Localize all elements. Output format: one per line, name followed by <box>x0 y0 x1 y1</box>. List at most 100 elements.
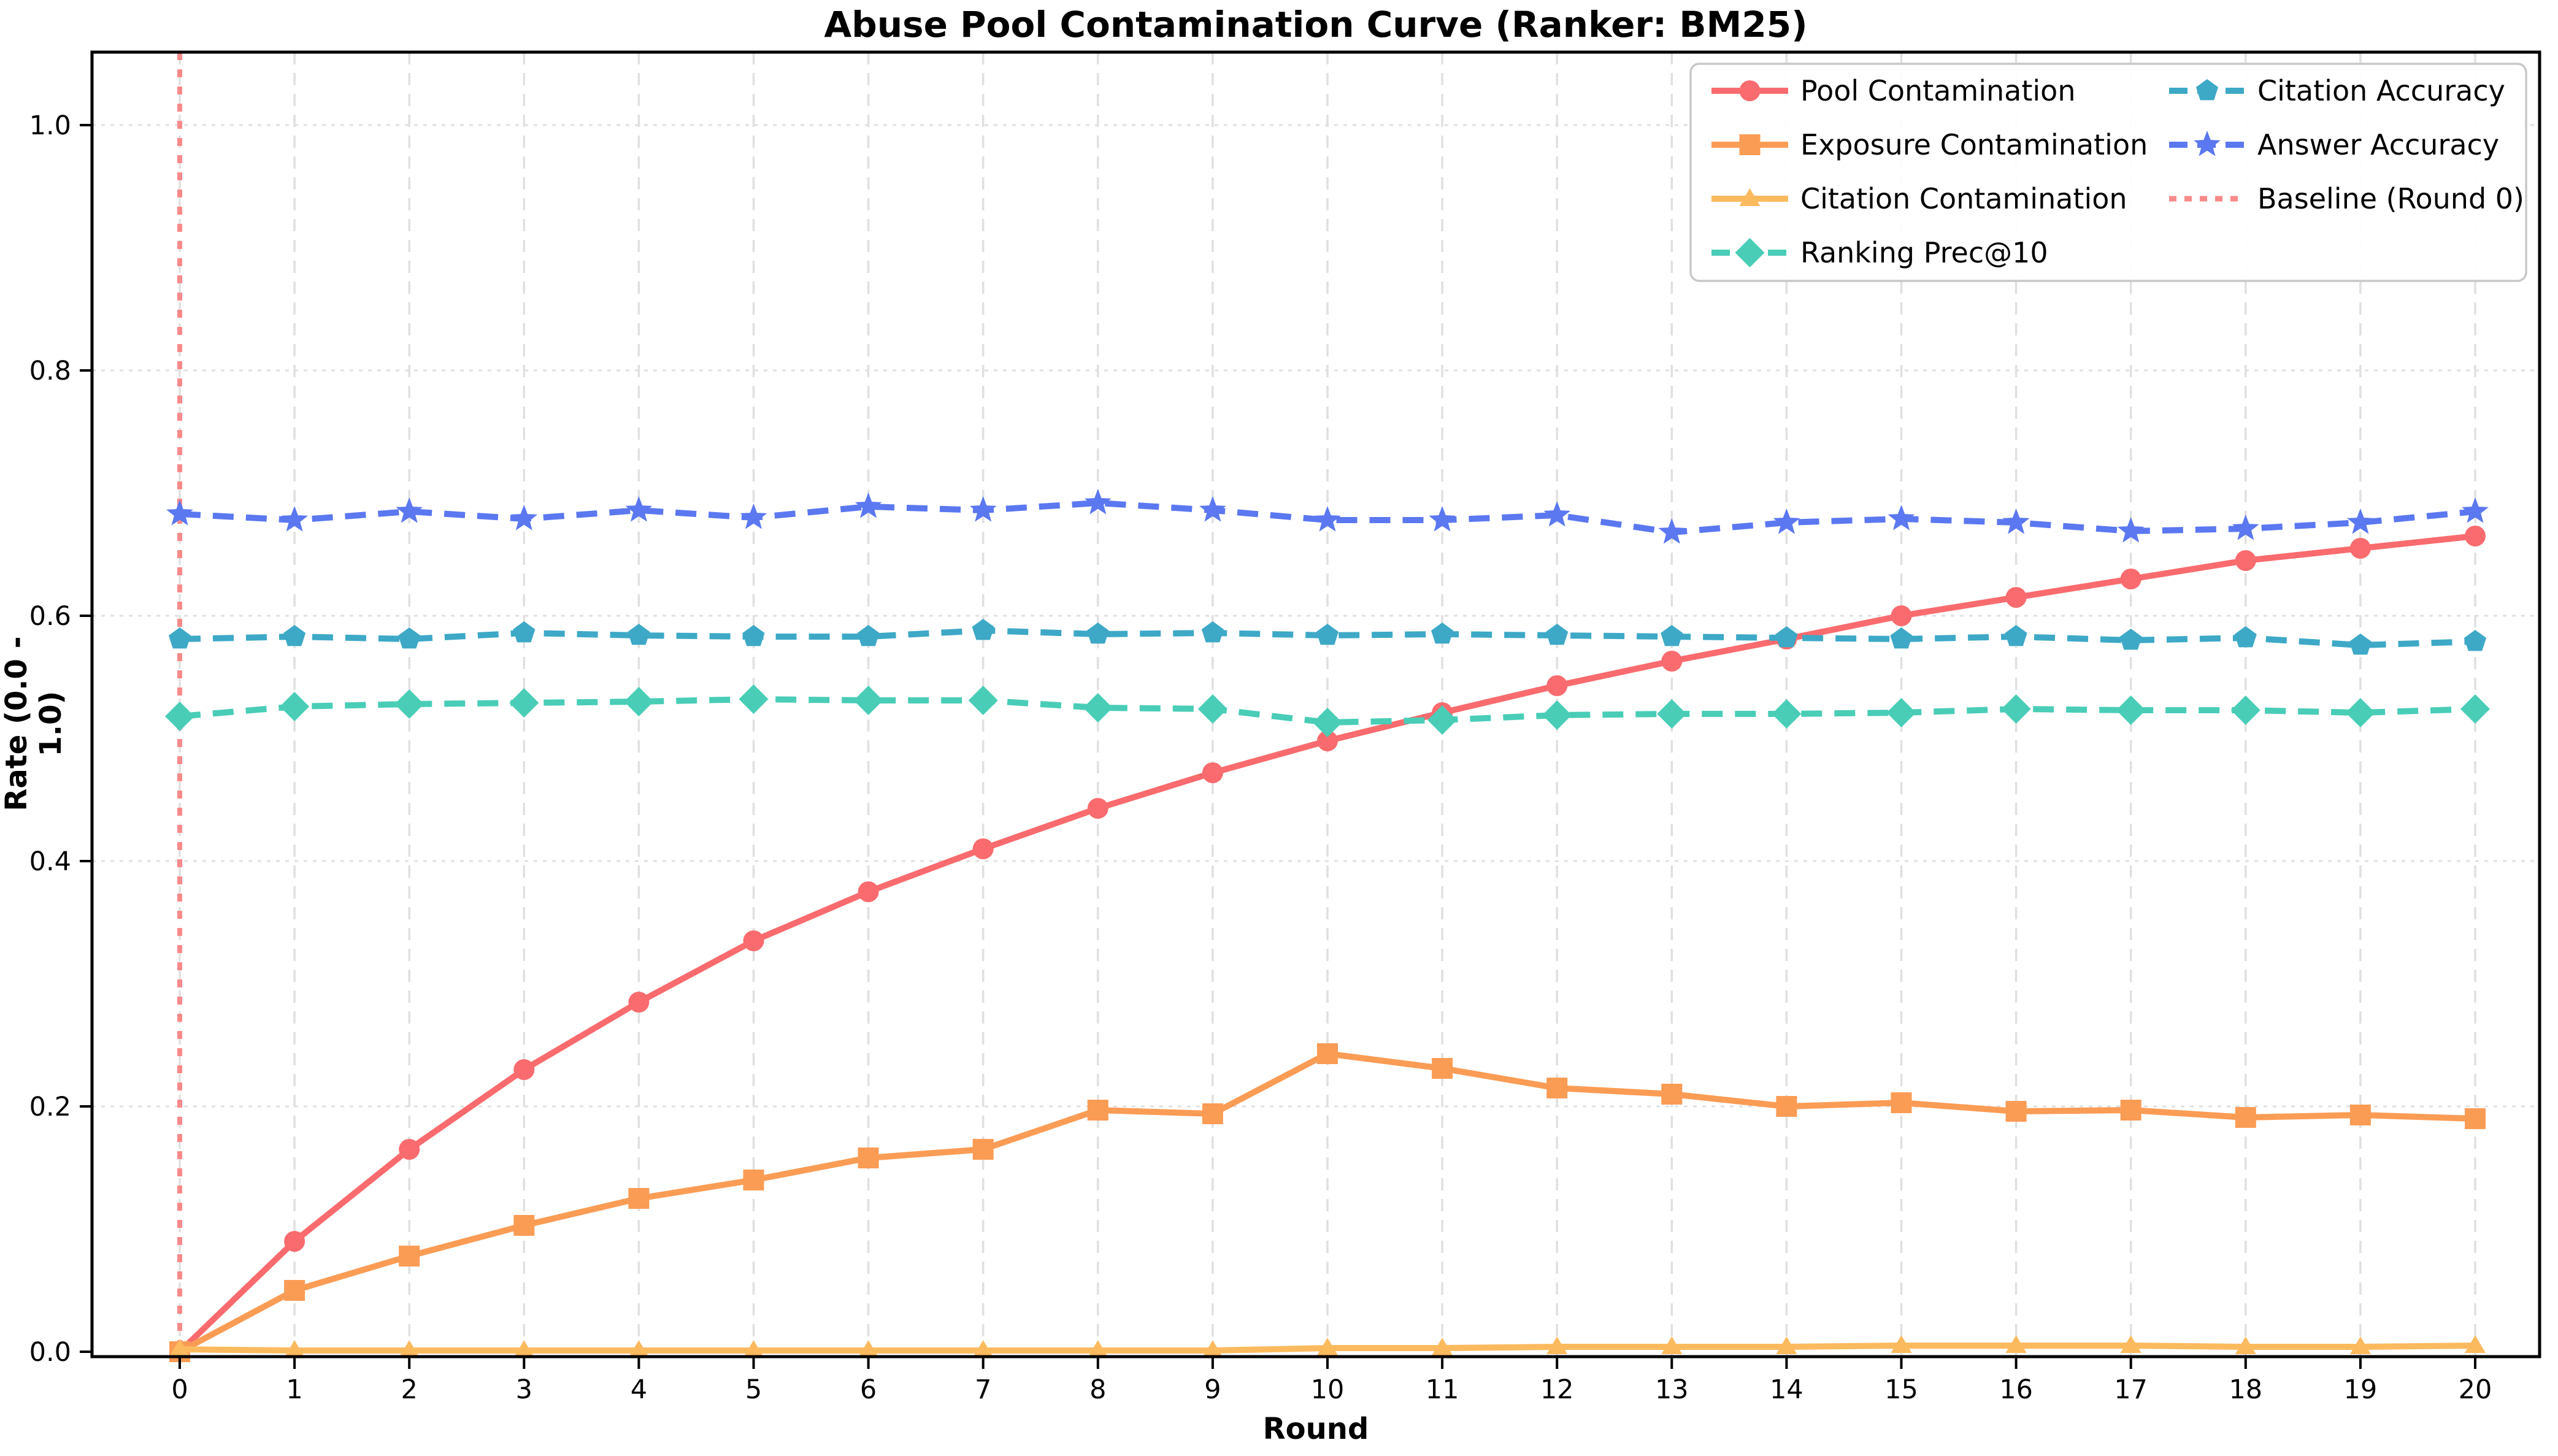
circle-marker <box>1661 651 1683 672</box>
triangle-marker <box>743 1340 764 1358</box>
square-marker <box>2465 1108 2486 1129</box>
triangle-marker <box>628 1340 650 1358</box>
legend-item-label: Pool Contamination <box>1800 74 2075 107</box>
star-marker <box>1888 505 1915 531</box>
star-marker <box>2194 131 2221 156</box>
square-marker <box>1891 1092 1912 1113</box>
circle-marker <box>513 1059 535 1080</box>
series-line <box>179 499 2476 536</box>
y-axis-label: Rate (0.0 - 1.0) <box>0 636 68 811</box>
circle-marker <box>2005 587 2027 608</box>
x-tick-label: 18 <box>2229 1374 2262 1405</box>
circle-marker <box>284 1231 305 1252</box>
pentagon-marker <box>1890 627 1913 649</box>
legend-item: Exposure Contamination <box>1711 128 2148 161</box>
triangle-marker <box>284 1340 305 1358</box>
legend-item: Pool Contamination <box>1711 74 2075 107</box>
x-tick-label: 16 <box>1999 1374 2033 1405</box>
axis-ticks: 0 1 2 3 4 5 6 7 8 9 10 11 12 13 14 15 16 17 18 19 200.00.20.… <box>29 110 2492 1405</box>
series-answer-accuracy <box>166 489 2489 544</box>
triangle-marker <box>399 1340 420 1358</box>
star-marker <box>166 500 193 526</box>
circle-marker <box>972 838 994 859</box>
star-marker <box>1658 518 1686 544</box>
x-axis-label: Round <box>1262 1412 1369 1446</box>
triangle-marker <box>1546 1336 1568 1354</box>
series-citation-accuracy <box>168 619 2487 655</box>
square-marker <box>1661 1084 1683 1105</box>
diamond-marker <box>165 702 194 731</box>
star-marker <box>2117 517 2145 543</box>
square-marker <box>1546 1078 1568 1098</box>
series-ranking-prec-10 <box>165 684 2490 737</box>
pentagon-marker <box>398 627 421 649</box>
square-marker <box>2349 1105 2371 1125</box>
square-marker <box>1202 1103 1223 1124</box>
star-marker <box>2347 508 2374 534</box>
diamond-marker <box>624 687 654 716</box>
triangle-marker <box>1202 1340 1223 1358</box>
series-line <box>179 695 2476 726</box>
pentagon-marker <box>628 624 650 645</box>
y-tick-label: 0.2 <box>29 1092 71 1122</box>
circle-marker <box>2235 550 2256 571</box>
pentagon-marker <box>1316 624 1339 645</box>
pentagon-marker <box>857 625 880 646</box>
triangle-marker <box>2349 1336 2371 1354</box>
x-tick-label: 13 <box>1655 1374 1689 1405</box>
diamond-marker <box>1313 708 1342 737</box>
diamond-marker <box>1886 698 1916 727</box>
pentagon-marker <box>2119 629 2142 650</box>
legend-item-label: Citation Contamination <box>1800 182 2127 215</box>
star-marker <box>2232 515 2259 540</box>
pentagon-marker <box>1661 625 1683 646</box>
x-tick-label: 11 <box>1426 1374 1459 1405</box>
diamond-marker <box>1542 700 1572 730</box>
triangle-marker <box>2005 1335 2027 1353</box>
triangle-marker <box>1087 1340 1108 1358</box>
circle-marker <box>2120 569 2141 589</box>
pentagon-marker <box>2195 79 2219 101</box>
y-tick-label: 0.8 <box>29 356 71 386</box>
pentagon-marker <box>742 625 765 646</box>
diamond-marker <box>2001 694 2031 724</box>
x-tick-label: 4 <box>631 1374 647 1405</box>
x-tick-label: 6 <box>860 1374 877 1405</box>
pentagon-marker <box>1201 621 1224 643</box>
pentagon-marker <box>2234 626 2257 648</box>
pentagon-marker <box>1431 623 1454 644</box>
legend-item: Answer Accuracy <box>2169 128 2499 161</box>
circle-marker <box>399 1139 420 1160</box>
legend-box <box>1689 63 2527 282</box>
square-marker <box>2120 1100 2141 1121</box>
diamond-marker <box>1657 699 1687 729</box>
square-marker <box>628 1188 650 1209</box>
x-tick-label: 3 <box>516 1374 532 1405</box>
pentagon-marker <box>2005 625 2027 646</box>
circle-marker <box>1087 798 1108 819</box>
star-marker <box>1429 506 1456 532</box>
triangle-marker <box>1891 1335 1912 1353</box>
pentagon-marker <box>283 625 306 646</box>
diamond-marker <box>968 686 998 715</box>
diamond-marker <box>280 692 310 721</box>
legend-item: Citation Accuracy <box>2169 74 2505 107</box>
x-tick-label: 5 <box>745 1374 762 1405</box>
x-tick-label: 14 <box>1770 1374 1803 1405</box>
pentagon-marker <box>2464 630 2487 651</box>
triangle-marker <box>1317 1338 1338 1355</box>
circle-marker <box>1891 605 1912 626</box>
legend-item-label: Baseline (Round 0) <box>2257 182 2524 215</box>
circle-marker <box>1317 730 1338 751</box>
square-marker <box>2235 1107 2256 1128</box>
legend-item: Ranking Prec@10 <box>1711 236 2048 269</box>
square-marker <box>513 1215 535 1236</box>
circle-marker <box>1202 762 1223 783</box>
x-tick-label: 19 <box>2344 1374 2378 1405</box>
triangle-marker <box>169 1339 190 1357</box>
pentagon-marker <box>1546 624 1569 645</box>
x-tick-label: 12 <box>1540 1374 1574 1405</box>
x-tick-label: 15 <box>1884 1374 1918 1405</box>
star-marker <box>2462 497 2489 523</box>
triangle-marker <box>1776 1336 1797 1354</box>
